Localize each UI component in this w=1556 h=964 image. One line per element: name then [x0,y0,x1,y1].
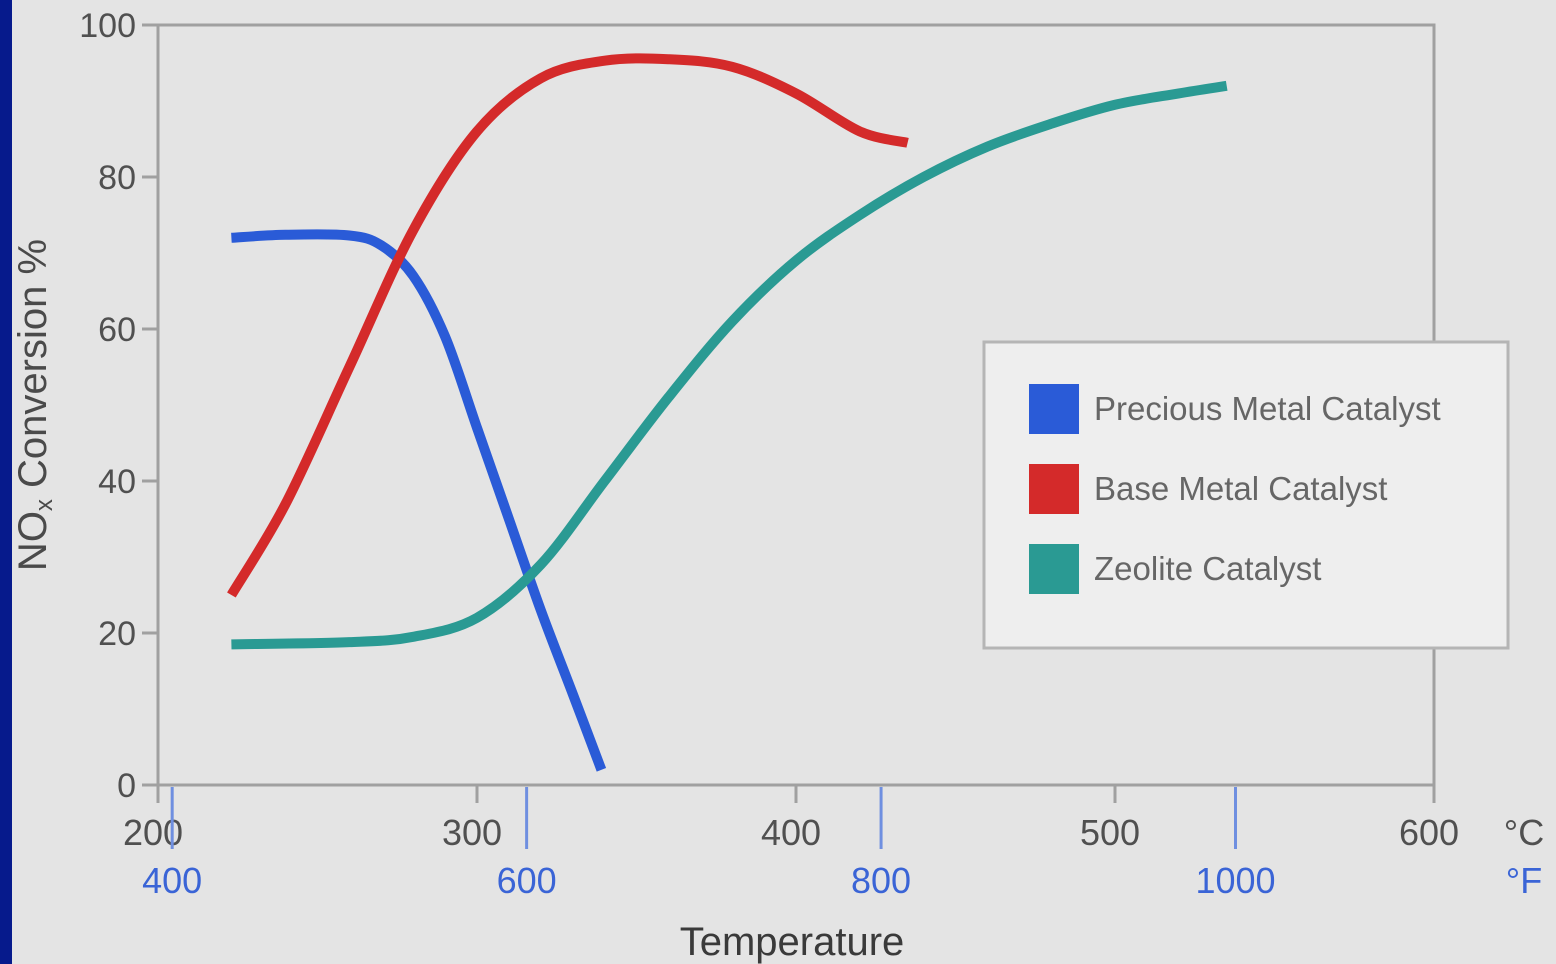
x-tick-label: 300 [442,812,502,853]
y-tick-label: 100 [79,7,136,45]
y-axis-label: NOx Conversion % [12,239,58,571]
x-axis-unit-fahrenheit: °F [1506,860,1542,901]
chart-container: 0 20 40 60 80 100 200 300 400 500 600 400 600 800 1000… [12,0,1556,964]
x-axis-label: Temperature [680,920,905,964]
series-line-base-metal-catalyst [227,53,909,598]
legend: Precious Metal Catalyst Base Metal Cataly… [982,340,1510,650]
series-line-precious-metal-catalyst [231,229,607,772]
legend-swatch-precious-metal-catalyst [1029,384,1079,434]
axes: 0 20 40 60 80 100 200 300 400 500 600 400 600 800 1000 [79,7,1459,901]
x2-tick-label: 600 [497,860,557,901]
y-tick-label: 80 [98,159,136,197]
legend-swatch-zeolite-catalyst [1029,544,1079,594]
x2-tick-label: 1000 [1195,860,1275,901]
x-tick-label: 600 [1399,812,1459,853]
y-tick-label: 0 [117,767,136,805]
x-axis-unit-celsius: °C [1504,812,1544,853]
legend-label-zeolite-catalyst: Zeolite Catalyst [1094,550,1321,587]
x-tick-label: 500 [1080,812,1140,853]
x2-tick-label: 800 [851,860,911,901]
x2-tick-label: 400 [142,860,202,901]
nox-conversion-chart: 0 20 40 60 80 100 200 300 400 500 600 400 600 800 1000… [12,7,1544,964]
series-line-zeolite-catalyst [231,80,1228,650]
series-layer [227,53,1228,772]
x-tick-label: 200 [123,812,183,853]
y-tick-label: 20 [98,615,136,653]
legend-label-precious-metal-catalyst: Precious Metal Catalyst [1094,390,1441,427]
y-tick-label: 60 [98,311,136,349]
y-tick-label: 40 [98,463,136,501]
x-tick-label: 400 [761,812,821,853]
legend-label-base-metal-catalyst: Base Metal Catalyst [1094,470,1387,507]
legend-swatch-base-metal-catalyst [1029,464,1079,514]
